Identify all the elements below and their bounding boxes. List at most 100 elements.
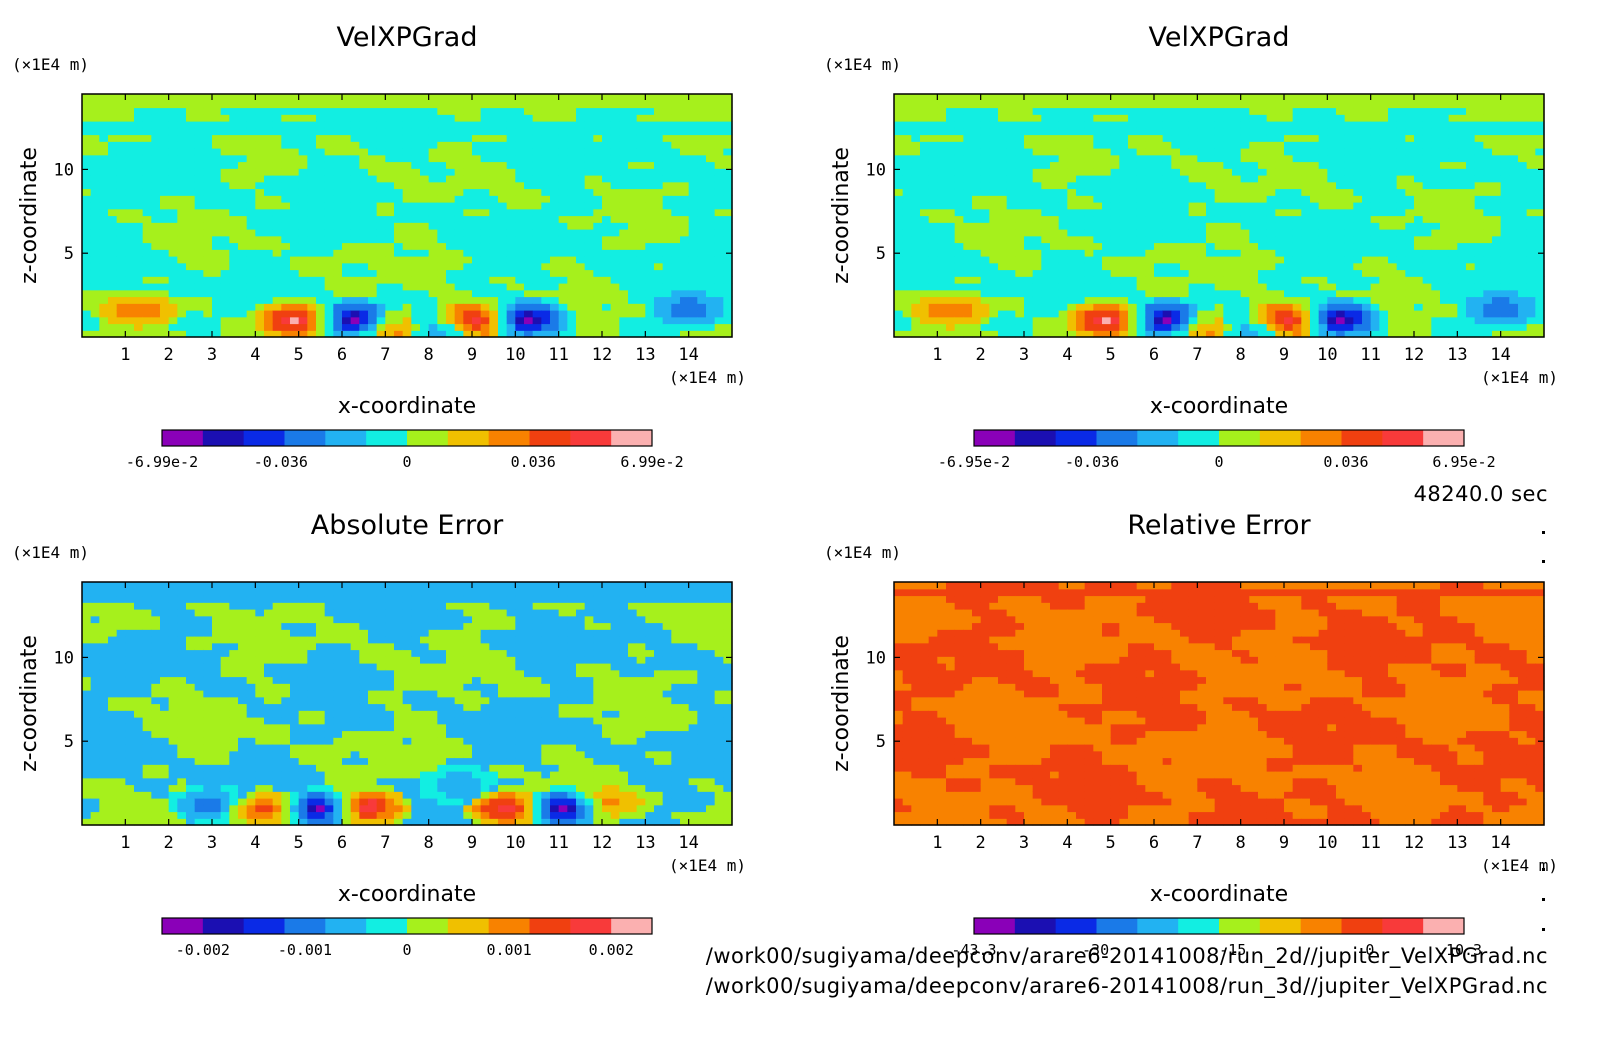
heatmap-cell <box>662 256 672 264</box>
heatmap-cell <box>989 235 999 244</box>
heatmap-cell <box>1110 202 1120 210</box>
heatmap-cell <box>1154 154 1164 163</box>
heatmap-cell <box>610 148 620 156</box>
heatmap-cell <box>246 296 256 304</box>
heatmap-cell <box>1362 94 1372 102</box>
heatmap-cell <box>316 94 326 102</box>
heatmap-cell <box>1162 310 1172 318</box>
heatmap-cell <box>593 222 603 230</box>
heatmap-cell <box>714 202 724 210</box>
heatmap-cell <box>550 330 560 338</box>
heatmap-cell <box>186 262 196 271</box>
heatmap-cell <box>1336 181 1346 190</box>
heatmap-cell <box>177 208 187 217</box>
heatmap-cell <box>489 202 499 210</box>
heatmap-cell <box>576 161 586 169</box>
heatmap-cell <box>654 235 664 244</box>
heatmap-cell <box>1223 114 1233 122</box>
heatmap-cell <box>272 107 282 115</box>
heatmap-cell <box>376 168 386 176</box>
heatmap-cell <box>602 330 612 338</box>
heatmap-cell <box>1388 276 1398 284</box>
heatmap-cell <box>99 141 109 149</box>
heatmap-cell <box>894 134 904 142</box>
heatmap-cell <box>290 195 300 203</box>
heatmap-cell <box>229 283 239 291</box>
heatmap-cell <box>946 229 956 237</box>
heatmap-cell <box>151 316 161 325</box>
heatmap-cell <box>1379 154 1389 163</box>
heatmap-cell <box>160 323 170 331</box>
heatmap-cell <box>1275 181 1285 190</box>
heatmap-cell <box>1162 208 1172 217</box>
heatmap-cell <box>576 283 586 291</box>
heatmap-cell <box>593 208 603 217</box>
heatmap-cell <box>1396 168 1406 176</box>
heatmap-cell <box>1396 229 1406 237</box>
heatmap-cell <box>385 283 395 291</box>
heatmap-cell <box>307 310 317 318</box>
heatmap-cell <box>928 242 938 250</box>
heatmap-cell <box>506 310 516 318</box>
heatmap-cell <box>203 262 213 271</box>
heatmap-cell <box>1136 215 1146 223</box>
heatmap-cell <box>238 289 248 298</box>
heatmap-cell <box>298 195 308 203</box>
heatmap-cell <box>1128 134 1138 142</box>
heatmap-cell <box>1067 188 1077 196</box>
heatmap-cell <box>1301 269 1311 277</box>
heatmap-cell <box>902 94 912 102</box>
heatmap-cell <box>1145 100 1155 109</box>
heatmap-cell <box>82 141 92 149</box>
heatmap-cell <box>489 134 499 142</box>
heatmap-cell <box>238 229 248 237</box>
heatmap-cell <box>954 94 964 102</box>
heatmap-cell <box>1024 175 1034 183</box>
heatmap-cell <box>989 222 999 230</box>
heatmap-cell <box>350 229 360 237</box>
heatmap-cell <box>255 215 265 223</box>
heatmap-cell <box>177 114 187 122</box>
heatmap-cell <box>229 161 239 169</box>
heatmap-cell <box>714 262 724 271</box>
heatmap-cell <box>1344 316 1354 325</box>
heatmap-cell <box>116 134 126 142</box>
heatmap-cell <box>902 175 912 183</box>
heatmap-cell <box>1258 310 1268 318</box>
heatmap-cell <box>1136 330 1146 338</box>
heatmap-cell <box>307 235 317 244</box>
heatmap-cell <box>628 276 638 284</box>
heatmap-cell <box>928 316 938 325</box>
heatmap-cell <box>1015 175 1025 183</box>
heatmap-cell <box>90 229 100 237</box>
heatmap-cell <box>446 303 456 311</box>
heatmap-cell <box>1006 229 1016 237</box>
heatmap-cell <box>229 168 239 176</box>
heatmap-cell <box>463 188 473 196</box>
colorbar-frame <box>161 429 653 447</box>
heatmap-cell <box>272 188 282 196</box>
heatmap-cell <box>1206 283 1216 291</box>
heatmap-cell <box>1136 316 1146 325</box>
heatmap-cell <box>506 168 516 176</box>
heatmap-cell <box>628 262 638 271</box>
heatmap-cell <box>1301 154 1311 163</box>
heatmap-cell <box>1344 127 1354 136</box>
heatmap-cell <box>368 181 378 190</box>
heatmap-cell <box>411 168 421 176</box>
heatmap-cell <box>1379 283 1389 291</box>
heatmap-cell <box>342 303 352 311</box>
heatmap-cell <box>394 154 404 163</box>
heatmap-cell <box>1292 175 1302 183</box>
x-tick-label: 10 <box>505 345 525 365</box>
heatmap-cell <box>1388 283 1398 291</box>
heatmap-cell <box>411 121 421 129</box>
heatmap-cell <box>272 310 282 318</box>
heatmap-cell <box>1180 303 1190 311</box>
heatmap-cell <box>1032 256 1042 264</box>
heatmap-cell <box>1310 276 1320 284</box>
heatmap-cell <box>1240 242 1250 250</box>
heatmap-cell <box>602 188 612 196</box>
heatmap-cell <box>645 148 655 156</box>
heatmap-cell <box>446 175 456 183</box>
